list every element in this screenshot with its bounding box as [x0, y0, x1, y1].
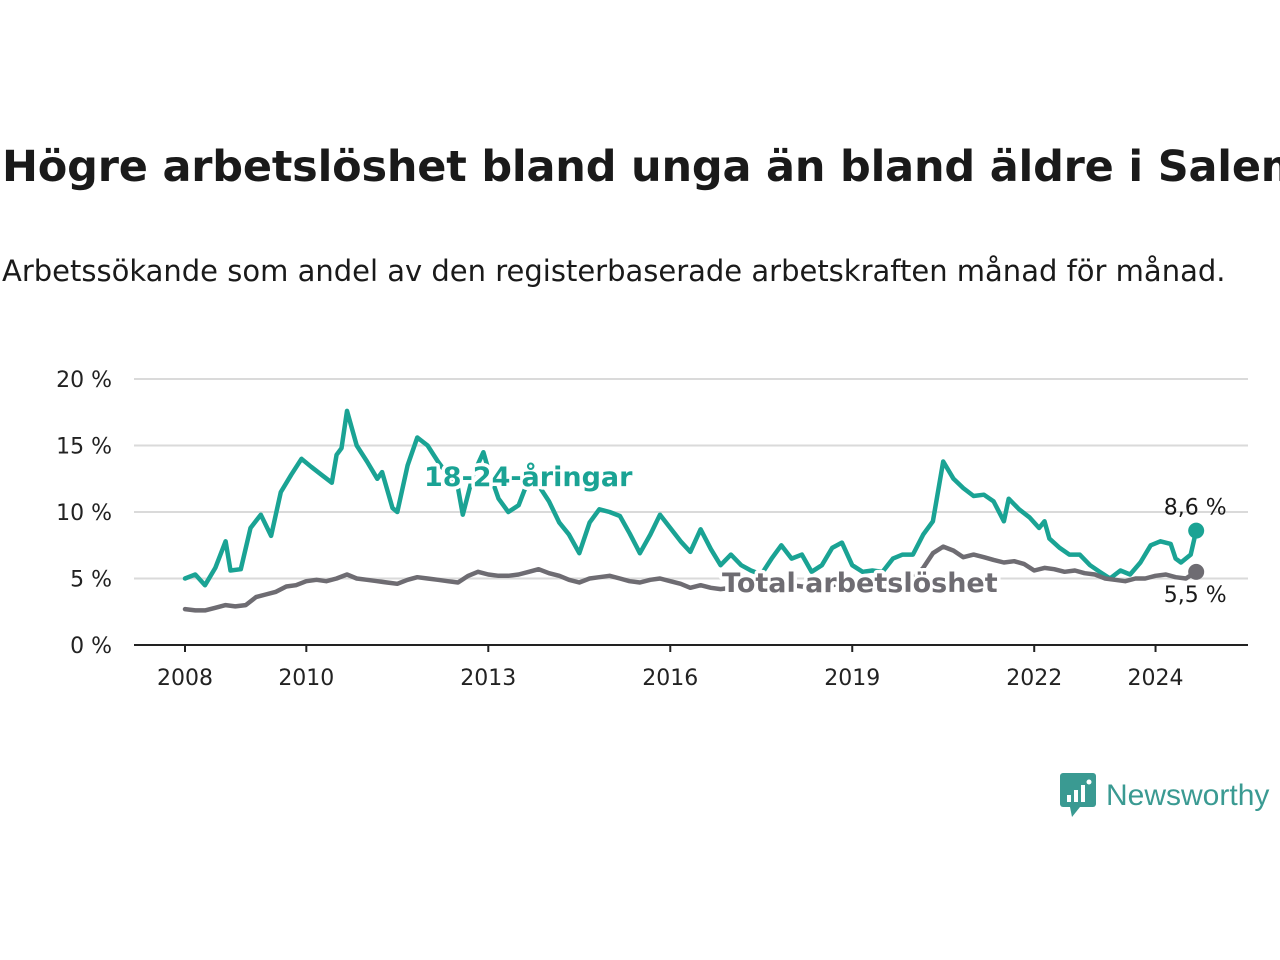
series-end-point-1 — [1188, 563, 1205, 580]
y-tick-label: 10 % — [56, 501, 112, 526]
y-axis: 0 % 5 % 10 % 15 % 20 % — [56, 368, 112, 659]
y-tick-label: 15 % — [56, 435, 112, 460]
y-tick-label: 0 % — [70, 634, 112, 659]
series-end-point-0 — [1188, 522, 1205, 539]
x-tick-label: 2010 — [278, 666, 334, 691]
series-lines — [182, 408, 1205, 613]
x-tick-label: 2016 — [642, 666, 698, 691]
x-tick-label: 2024 — [1128, 666, 1184, 691]
newsworthy-logo: Newsworthy — [1060, 773, 1269, 819]
x-tick-label: 2022 — [1006, 666, 1062, 691]
newsworthy-logo-icon — [1060, 773, 1096, 817]
end-value-total: 5,5 % — [1164, 583, 1227, 608]
series-label-total: Total arbetslöshet — [722, 568, 998, 599]
grid-lines — [134, 378, 1248, 580]
y-tick-label: 20 % — [56, 368, 112, 393]
x-tick-label: 2008 — [157, 666, 213, 691]
x-tick-label: 2013 — [460, 666, 516, 691]
chart-title: Högre arbetslöshet bland unga än bland ä… — [2, 142, 1280, 192]
end-value-youth: 8,6 % — [1164, 496, 1227, 521]
x-tick-label: 2019 — [824, 666, 880, 691]
chart-subtitle: Arbetssökande som andel av den registerb… — [2, 254, 1226, 288]
series-labels: 18-24-åringar Total arbetslöshet 8,6 % 5,5 … — [421, 458, 1227, 608]
brand-name: Newsworthy — [1106, 779, 1270, 812]
line-chart: 0 %5 %10 %15 %20 % 2008 2010 2013 2016 2019 2… — [56, 368, 1248, 691]
x-axis: 2008 2010 2013 2016 2019 2022 2024 — [134, 644, 1248, 691]
series-line-0 — [182, 408, 1199, 588]
y-tick-label: 5 % — [70, 568, 112, 593]
series-line-1 — [182, 544, 1199, 613]
series-label-youth: 18-24-åringar — [424, 461, 633, 493]
